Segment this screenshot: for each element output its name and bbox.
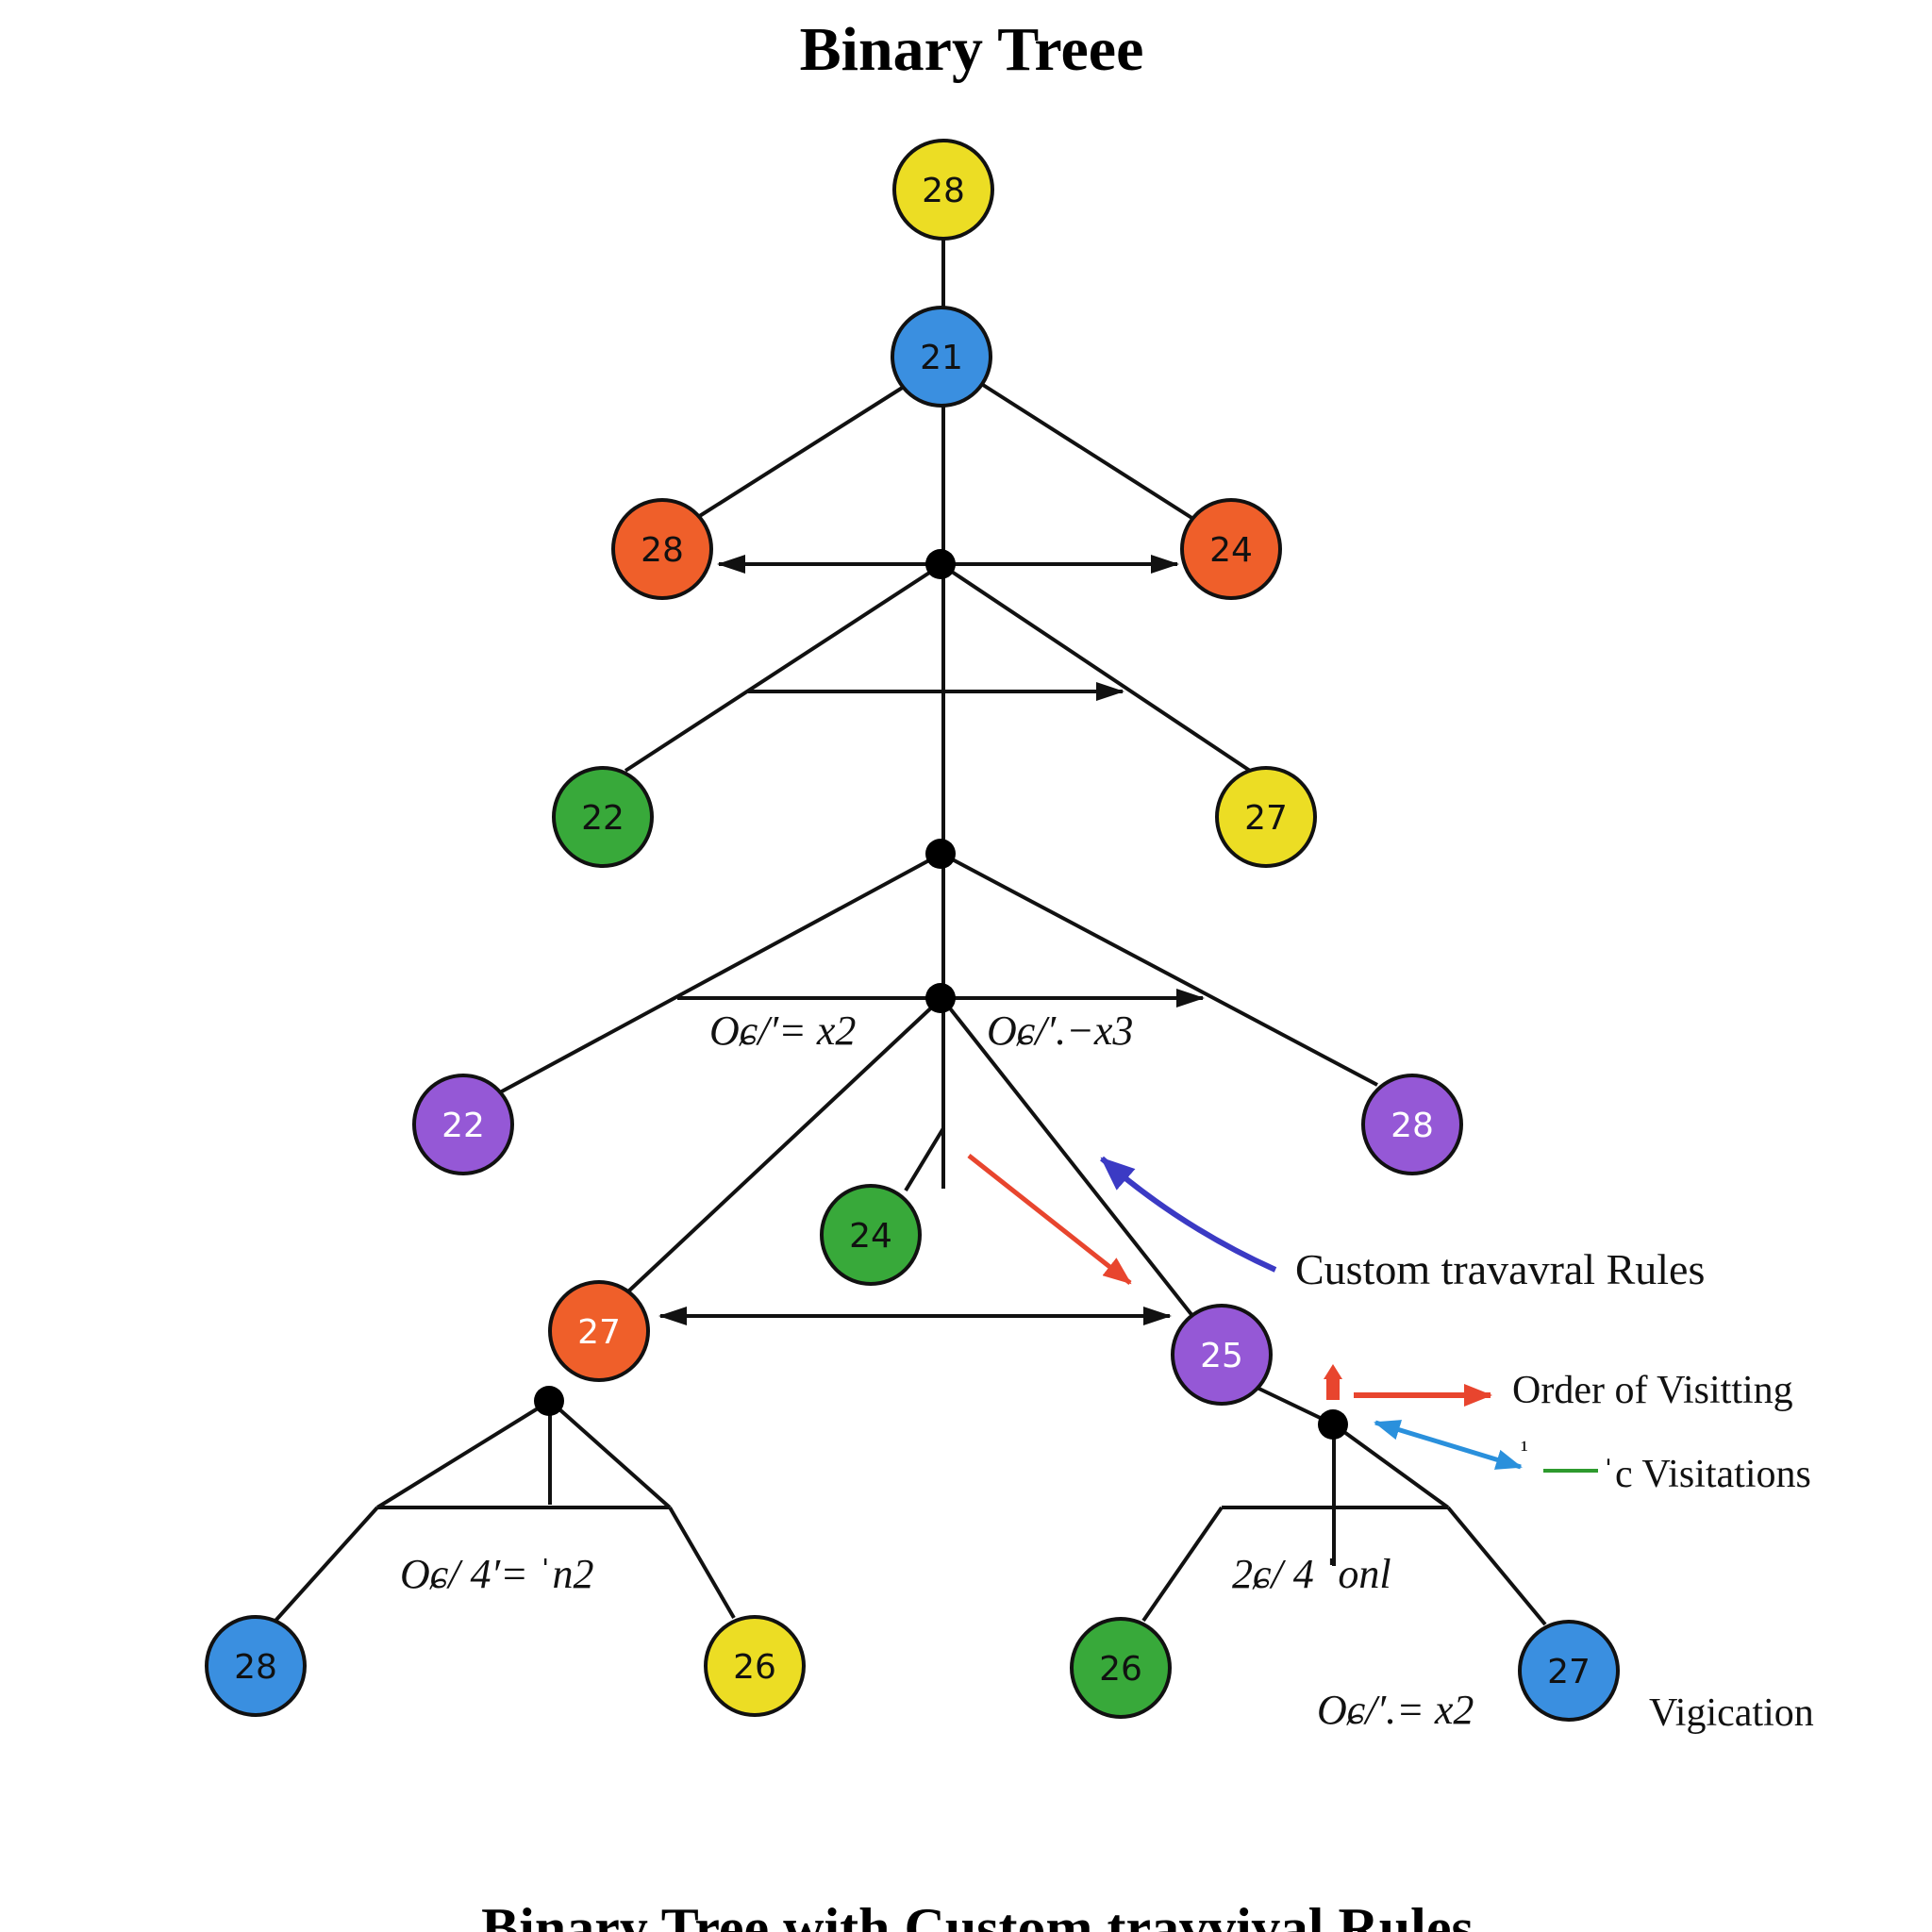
node-label: 28: [1391, 1107, 1434, 1145]
node-label: 26: [1099, 1650, 1142, 1689]
node-label: 28: [234, 1648, 277, 1687]
node-label: 27: [577, 1313, 621, 1352]
edge: [668, 1506, 736, 1620]
edge: [1141, 1506, 1224, 1623]
tree-node-l3-right: 28: [1361, 1074, 1463, 1175]
edge: [1446, 1506, 1547, 1626]
node-label: 24: [1209, 531, 1253, 570]
legend-custom-rules: Custom travavral Rules: [1295, 1245, 1705, 1293]
edge: [375, 1399, 552, 1509]
tree-node-root: 28: [892, 139, 994, 241]
visitations-arrow: [1374, 1420, 1523, 1470]
tree-node-l3-left: 22: [412, 1074, 514, 1175]
formula-bottom-far-right: Oɕ/′.= x2: [1317, 1687, 1474, 1733]
junction-dots: [534, 549, 1348, 1440]
edge: [548, 1399, 672, 1509]
tree-node-leaf-2: 26: [704, 1615, 806, 1717]
formula-bottom-right: 2ɕ/ 4 ˈonl: [1232, 1551, 1391, 1597]
tree-node-l3-mid: 24: [820, 1184, 922, 1286]
junction-dot: [1318, 1409, 1348, 1440]
tree-node-leaf-4: 27: [1518, 1620, 1620, 1722]
edge: [1332, 1423, 1450, 1509]
formula-left-mid: Oɕ/′= x2: [709, 1008, 856, 1054]
node-label: 25: [1200, 1337, 1243, 1375]
tree-edges: [274, 239, 1547, 1626]
formula-right-mid: Oɕ/′.−x3: [987, 1008, 1133, 1054]
edge: [942, 853, 1378, 1087]
formula-bottom-left: Oɕ/ 4′= ˈn2: [400, 1551, 594, 1597]
legend-visitations-mark: ¹: [1521, 1436, 1528, 1463]
edge: [904, 1126, 945, 1192]
node-label: 27: [1547, 1653, 1591, 1691]
legend-order: Order of Visitting: [1512, 1369, 1793, 1412]
edge: [941, 564, 1252, 773]
node-label: 21: [920, 339, 963, 377]
node-label: 28: [922, 172, 965, 210]
red-up-marker-head: [1324, 1364, 1342, 1379]
node-label: 22: [441, 1107, 485, 1145]
edge: [981, 383, 1195, 521]
diagram-subtitle: Binary Tree with Custom travvival Rules: [481, 1897, 1474, 1932]
tree-node-l4-left: 27: [548, 1280, 650, 1382]
red-up-marker: [1326, 1377, 1340, 1400]
red-order-arrow: [967, 1154, 1132, 1285]
edge: [941, 998, 1195, 1319]
node-label: 26: [733, 1648, 776, 1687]
node-label: 28: [641, 531, 684, 570]
legend-visitations: ˈc Visitations: [1602, 1453, 1811, 1496]
edge: [625, 998, 941, 1294]
junction-dot: [925, 983, 956, 1013]
custom-rules-arrow: [1100, 1156, 1277, 1273]
tree-node-leaf-1: 28: [205, 1615, 307, 1717]
tree-node-l1-right: 24: [1180, 498, 1282, 600]
junction-dot: [534, 1386, 564, 1416]
tree-node-leaf-3: 26: [1070, 1617, 1172, 1719]
edge: [1244, 1380, 1335, 1426]
node-label: 22: [581, 799, 625, 838]
edge: [499, 853, 941, 1094]
tree-node-l2-right: 27: [1215, 766, 1317, 868]
junction-dot: [925, 549, 956, 579]
junction-dot: [925, 839, 956, 869]
node-label: 27: [1244, 799, 1288, 838]
node-label: 24: [849, 1217, 892, 1256]
edge: [274, 1506, 379, 1623]
tree-nodes: 28 21 28 24 22 27 22 28 24 27 25 28 26 2…: [205, 139, 1620, 1722]
tree-node-l4-right: 25: [1171, 1304, 1273, 1406]
tree-node-l1-left: 28: [611, 498, 713, 600]
diagram-title: Binary Treee: [800, 15, 1144, 84]
edge: [696, 385, 906, 519]
edge: [624, 564, 941, 773]
tree-node-21: 21: [891, 306, 992, 408]
tree-node-l2-left: 22: [552, 766, 654, 868]
legend-vigication: Vigication: [1649, 1691, 1814, 1735]
